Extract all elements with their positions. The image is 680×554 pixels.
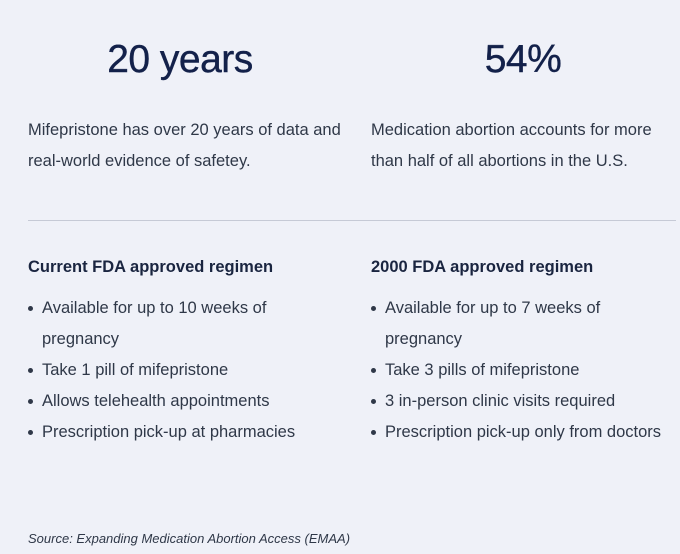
current-regimen-list: Available for up to 10 weeks of pregnanc…	[28, 293, 343, 448]
previous-regimen-list: Available for up to 7 weeks of pregnancy…	[371, 293, 676, 448]
section-divider	[28, 220, 676, 221]
list-item: Take 1 pill of mifepristone	[28, 355, 343, 386]
current-regimen-section: Current FDA approved regimen Available f…	[28, 256, 343, 448]
list-item: Prescription pick-up at pharmacies	[28, 417, 343, 448]
list-item: Available for up to 10 weeks of pregnanc…	[28, 293, 343, 355]
list-item: Allows telehealth appointments	[28, 386, 343, 417]
source-citation: Source: Expanding Medication Abortion Ac…	[28, 531, 351, 546]
stat-percent-value: 54%	[484, 38, 562, 81]
current-regimen-title: Current FDA approved regimen	[28, 258, 274, 276]
stat-percent-description: Medication abortion accounts for more th…	[371, 121, 652, 170]
list-item: 3 in-person clinic visits required	[371, 386, 676, 417]
stat-years-description: Mifepristone has over 20 years of data a…	[28, 121, 341, 170]
previous-regimen-title: 2000 FDA approved regimen	[371, 258, 594, 276]
list-item: Prescription pick-up only from doctors	[371, 417, 676, 448]
stat-years-value: 20 years	[107, 38, 253, 81]
list-item: Available for up to 7 weeks of pregnancy	[371, 293, 676, 355]
list-item: Take 3 pills of mifepristone	[371, 355, 676, 386]
previous-regimen-section: 2000 FDA approved regimen Available for …	[371, 256, 676, 448]
